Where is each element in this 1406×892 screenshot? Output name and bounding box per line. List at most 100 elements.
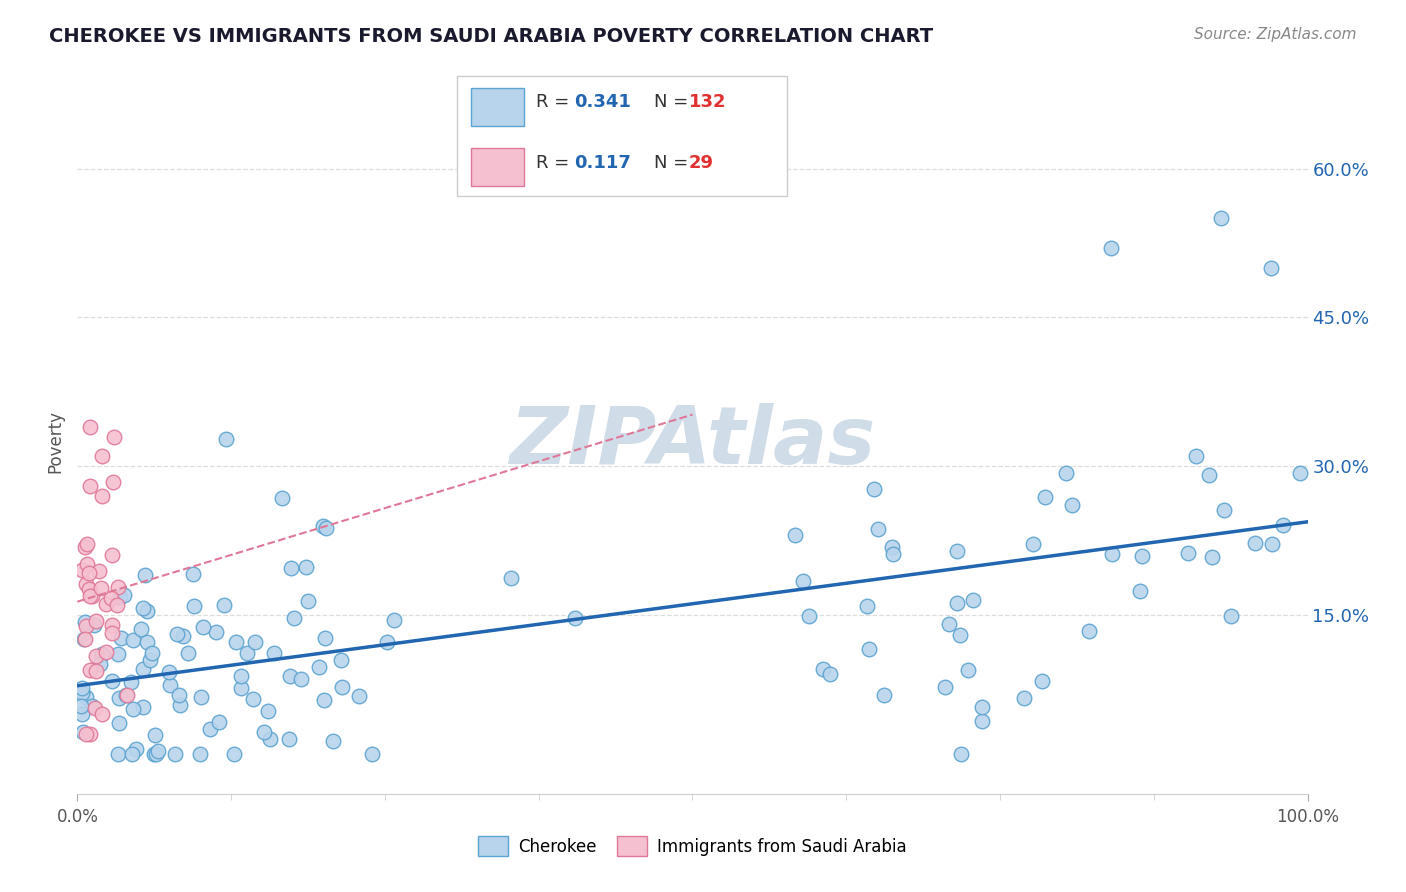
Point (1185, 449, 1208, 463)
Point (1211, 211, 1233, 226)
Point (132, 662, 155, 676)
Point (330, 680, 353, 694)
Point (253, 724, 276, 739)
Point (188, 747, 211, 761)
Point (872, 688, 894, 702)
Point (77, 566, 100, 580)
Point (79, 663, 101, 677)
Point (80, 589, 103, 603)
Point (159, 678, 181, 692)
Point (1078, 624, 1101, 639)
Point (121, 702, 143, 716)
Text: N =: N = (654, 94, 693, 112)
Point (375, 634, 398, 648)
Point (83, 618, 105, 632)
Point (110, 631, 132, 645)
Point (73, 632, 96, 646)
Point (79, 582, 101, 596)
Point (75, 619, 97, 633)
Point (259, 731, 281, 746)
Point (75, 577, 97, 591)
Point (312, 519, 335, 533)
Point (308, 660, 330, 674)
Point (107, 647, 129, 661)
Point (181, 566, 204, 581)
Point (242, 692, 264, 706)
Point (83, 700, 105, 714)
Point (1261, 537, 1284, 551)
Point (212, 599, 235, 613)
Point (243, 635, 266, 649)
Point (811, 662, 834, 676)
Point (84, 614, 107, 628)
Point (136, 635, 159, 649)
Legend: Cherokee, Immigrants from Saudi Arabia: Cherokee, Immigrants from Saudi Arabia (472, 830, 912, 863)
Point (934, 680, 956, 694)
Point (792, 574, 814, 588)
Point (70, 563, 93, 577)
Text: N =: N = (654, 153, 693, 171)
Text: CHEROKEE VS IMMIGRANTS FROM SAUDI ARABIA POVERTY CORRELATION CHART: CHEROKEE VS IMMIGRANTS FROM SAUDI ARABIA… (49, 27, 934, 45)
Point (115, 688, 138, 702)
Text: 0.117: 0.117 (574, 153, 630, 171)
Point (856, 599, 879, 613)
Point (121, 632, 143, 647)
Point (100, 626, 122, 640)
Point (1212, 503, 1234, 517)
Point (193, 620, 215, 634)
Point (107, 580, 129, 594)
Point (946, 596, 969, 610)
Point (1130, 549, 1153, 563)
Point (863, 482, 886, 496)
Text: 29: 29 (689, 153, 714, 171)
Point (1177, 546, 1199, 560)
Point (125, 742, 148, 756)
Point (1271, 518, 1294, 533)
Point (1260, 260, 1282, 275)
Point (190, 690, 212, 705)
Point (880, 541, 903, 555)
Point (1022, 537, 1045, 551)
Point (1288, 466, 1310, 480)
Point (198, 722, 221, 736)
Point (163, 747, 186, 761)
Point (231, 681, 253, 696)
Point (236, 646, 259, 660)
Point (183, 599, 205, 613)
Point (114, 688, 136, 702)
Point (84, 649, 107, 664)
Point (73, 540, 96, 554)
Point (146, 743, 169, 757)
Point (797, 608, 820, 623)
Point (290, 672, 312, 686)
Point (322, 733, 344, 747)
Point (139, 653, 162, 667)
Point (103, 429, 125, 443)
Point (143, 728, 166, 742)
Point (121, 747, 143, 761)
Point (75, 727, 97, 741)
Point (229, 669, 252, 683)
Point (263, 646, 285, 660)
Point (347, 689, 370, 703)
Point (950, 747, 973, 761)
Text: ZIPAtlas: ZIPAtlas (509, 402, 876, 481)
Point (882, 547, 904, 561)
Point (90, 450, 114, 464)
Point (107, 690, 129, 705)
Point (970, 700, 993, 714)
Text: R =: R = (536, 94, 575, 112)
Point (132, 699, 155, 714)
Point (105, 598, 128, 612)
Point (499, 571, 522, 585)
Point (818, 666, 841, 681)
Point (382, 613, 405, 627)
Point (329, 653, 352, 667)
Point (1099, 241, 1122, 255)
Point (70, 681, 93, 695)
Point (314, 631, 336, 645)
Point (949, 628, 972, 642)
Point (76, 537, 98, 551)
Point (283, 610, 305, 624)
Point (278, 732, 301, 747)
